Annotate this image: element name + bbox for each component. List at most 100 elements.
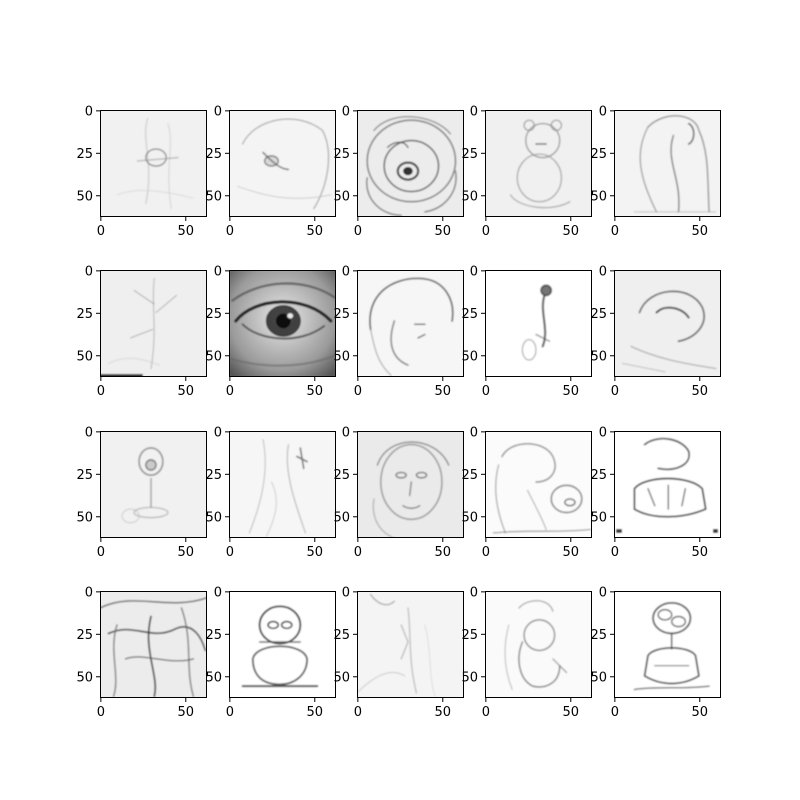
y-tick-label: 50 [76, 510, 93, 525]
image-panel-r1c2: 0 50 0 25 50 [205, 104, 336, 239]
x-tick-label: 0 [97, 224, 105, 239]
y-tick-label: 50 [76, 349, 93, 364]
axes-frame [100, 270, 207, 377]
sketch-image [614, 110, 721, 217]
y-tick-label: 50 [590, 189, 607, 204]
y-tick-label: 25 [76, 307, 93, 322]
y-tick-label: 50 [205, 189, 222, 204]
image-panel-r3c1: 0 50 0 25 50 [76, 425, 207, 560]
x-tick-label: 50 [177, 545, 194, 560]
axes-frame [100, 431, 207, 538]
x-tick-label: 50 [306, 705, 323, 720]
image-panel-r3c4: 0 50 0 25 50 [461, 425, 592, 560]
x-tick-label: 0 [611, 545, 619, 560]
x-tick-label: 0 [354, 705, 362, 720]
y-tick-label: 50 [333, 670, 350, 685]
x-tick-label: 0 [354, 384, 362, 399]
y-tick-label: 50 [461, 670, 478, 685]
sketch-image [100, 431, 207, 538]
y-tick-label: 25 [461, 628, 478, 643]
sketch-image [100, 270, 207, 377]
x-tick-label: 50 [306, 384, 323, 399]
x-tick-label: 50 [434, 384, 451, 399]
x-tick-label: 0 [354, 224, 362, 239]
y-tick-label: 0 [599, 104, 607, 119]
y-tick-label: 25 [590, 468, 607, 483]
image-panel-r1c3: 0 50 0 25 50 [333, 104, 464, 239]
image-panel-r1c5: 0 50 0 25 50 [590, 104, 721, 239]
y-tick-label: 0 [470, 264, 478, 279]
axes-frame [100, 591, 207, 698]
x-tick-label: 0 [482, 705, 490, 720]
x-tick-label: 50 [434, 224, 451, 239]
axes-frame [614, 110, 721, 217]
y-tick-label: 25 [333, 147, 350, 162]
y-tick-label: 25 [461, 468, 478, 483]
y-tick-label: 25 [205, 628, 222, 643]
axes-frame [614, 270, 721, 377]
axes-frame [357, 591, 464, 698]
axes-frame [357, 110, 464, 217]
image-panel-r1c1: 0 50 0 25 50 [76, 104, 207, 239]
x-tick-label: 0 [354, 545, 362, 560]
sketch-image [229, 591, 336, 698]
x-tick-label: 50 [691, 545, 708, 560]
y-tick-label: 25 [205, 307, 222, 322]
axes-frame [485, 591, 592, 698]
x-tick-label: 50 [434, 705, 451, 720]
image-panel-r4c4: 0 50 0 25 50 [461, 585, 592, 720]
x-tick-label: 50 [691, 384, 708, 399]
y-tick-label: 0 [214, 425, 222, 440]
image-panel-r3c2: 0 50 0 25 50 [205, 425, 336, 560]
image-panel-r2c5: 0 50 0 25 50 [590, 264, 721, 399]
x-tick-label: 0 [97, 705, 105, 720]
x-tick-label: 50 [562, 384, 579, 399]
x-tick-label: 0 [482, 545, 490, 560]
y-tick-label: 25 [333, 628, 350, 643]
x-tick-label: 0 [226, 545, 234, 560]
y-tick-label: 0 [85, 264, 93, 279]
y-tick-label: 0 [342, 104, 350, 119]
sketch-image [229, 270, 336, 377]
y-tick-label: 0 [470, 425, 478, 440]
image-panel-r3c3: 0 50 0 25 50 [333, 425, 464, 560]
y-tick-label: 0 [214, 264, 222, 279]
y-tick-label: 25 [76, 628, 93, 643]
y-tick-label: 50 [205, 510, 222, 525]
y-tick-label: 25 [76, 147, 93, 162]
sketch-image [485, 591, 592, 698]
sketch-image [357, 431, 464, 538]
y-tick-label: 50 [461, 189, 478, 204]
y-tick-label: 50 [76, 189, 93, 204]
axes-frame [485, 431, 592, 538]
axes-frame [229, 431, 336, 538]
image-panel-r2c2: 0 50 0 25 50 [205, 264, 336, 399]
sketch-image [614, 270, 721, 377]
y-tick-label: 25 [461, 147, 478, 162]
x-tick-label: 50 [177, 705, 194, 720]
y-tick-label: 0 [342, 585, 350, 600]
sketch-image [485, 431, 592, 538]
x-tick-label: 0 [611, 384, 619, 399]
y-tick-label: 25 [333, 468, 350, 483]
y-tick-label: 50 [333, 510, 350, 525]
sketch-image [229, 431, 336, 538]
image-panel-r4c1: 0 50 0 25 50 [76, 585, 207, 720]
x-tick-label: 50 [177, 384, 194, 399]
y-tick-label: 0 [214, 104, 222, 119]
x-tick-label: 50 [691, 705, 708, 720]
axes-frame [229, 270, 336, 377]
sketch-image [614, 591, 721, 698]
axes-frame [485, 110, 592, 217]
axes-frame [229, 110, 336, 217]
x-tick-label: 50 [306, 224, 323, 239]
image-panel-r2c3: 0 50 0 25 50 [333, 264, 464, 399]
sketch-image [100, 591, 207, 698]
image-panel-r4c2: 0 50 0 25 50 [205, 585, 336, 720]
sketch-image [357, 270, 464, 377]
y-tick-label: 50 [333, 349, 350, 364]
x-tick-label: 0 [226, 705, 234, 720]
sketch-image [485, 110, 592, 217]
y-tick-label: 50 [333, 189, 350, 204]
